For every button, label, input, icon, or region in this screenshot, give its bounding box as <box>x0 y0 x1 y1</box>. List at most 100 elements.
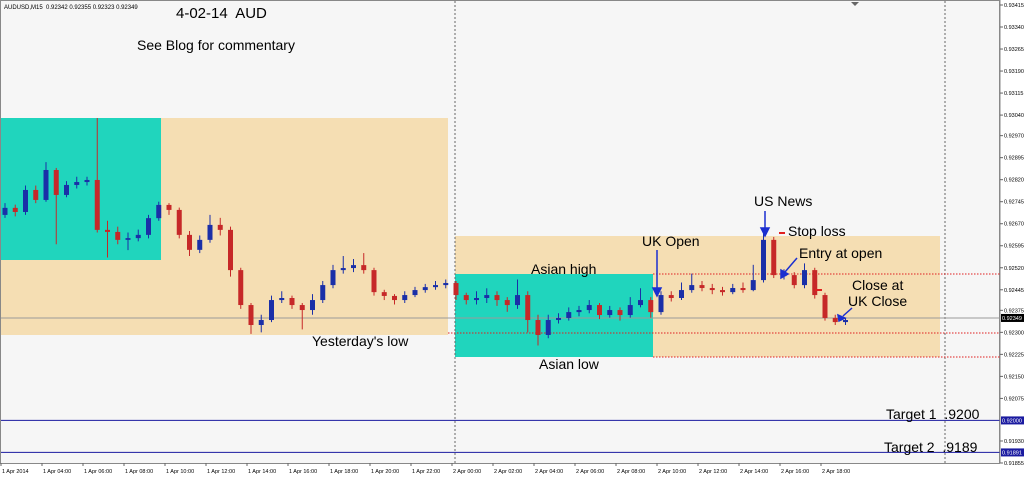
candle-body <box>94 179 100 230</box>
candle-body <box>412 290 418 296</box>
x-tick-label: 1 Apr 20:00 <box>371 469 399 475</box>
price-label: 0.92000 <box>1002 418 1022 424</box>
x-tick-label: 2 Apr 10:00 <box>658 469 686 475</box>
candle-body <box>812 270 818 296</box>
candle-body <box>443 283 449 286</box>
candle-body <box>392 295 397 301</box>
candle-body <box>197 239 203 250</box>
candle-body <box>648 300 654 313</box>
x-tick-label: 1 Apr 10:00 <box>166 469 194 475</box>
candle-body <box>822 295 828 318</box>
x-tick-label: 1 Apr 2014 <box>2 469 29 475</box>
y-tick-label: 0.92375 <box>1004 308 1024 314</box>
arrow-head <box>759 227 771 238</box>
candle-body <box>187 234 192 250</box>
candle-body <box>689 285 695 291</box>
candle-body <box>832 317 838 323</box>
annotation: Asian low <box>539 356 600 372</box>
candle-body <box>12 207 18 212</box>
candle-body <box>43 169 49 200</box>
annotation: Stop loss <box>788 223 846 239</box>
candle-body <box>105 229 110 232</box>
candle-body <box>33 189 39 200</box>
x-tick-label: 2 Apr 12:00 <box>699 469 727 475</box>
y-tick-label: 0.92595 <box>1004 244 1024 250</box>
candle-body <box>556 317 561 321</box>
y-tick-label: 0.92895 <box>1004 156 1024 162</box>
candle-body <box>607 310 613 316</box>
candle-body <box>402 295 408 301</box>
x-tick-label: 2 Apr 00:00 <box>453 469 481 475</box>
candle-body <box>545 320 551 335</box>
candle-body <box>289 297 295 306</box>
candle-body <box>84 179 90 183</box>
y-tick-label: 0.92745 <box>1004 200 1024 206</box>
candle-body <box>146 218 151 235</box>
candle-body <box>207 224 213 240</box>
arrow-head <box>651 287 663 298</box>
price-label-box <box>1001 313 1024 322</box>
price-label: 0.91891 <box>1002 450 1022 456</box>
y-tick-label: 0.93340 <box>1004 25 1024 31</box>
annotation: Close at <box>852 277 903 293</box>
chart-title: 4-02-14 AUD <box>176 5 267 22</box>
candle-body <box>474 297 479 301</box>
x-tick-label: 1 Apr 14:00 <box>248 469 276 475</box>
candle-body <box>791 275 797 286</box>
candle-body <box>484 295 490 298</box>
candle-body <box>64 184 69 195</box>
candle-body <box>494 295 500 301</box>
candle-body <box>730 288 736 293</box>
candle-body <box>679 290 684 298</box>
price-label-box <box>1001 448 1024 457</box>
annotation: Entry at open <box>799 245 882 261</box>
y-tick-label: 0.92445 <box>1004 288 1024 294</box>
y-tick-label: 0.92150 <box>1004 374 1024 380</box>
candle-body <box>433 285 438 288</box>
candle-body <box>535 320 541 335</box>
annotation: UK Open <box>642 233 700 249</box>
x-tick-label: 2 Apr 16:00 <box>781 469 809 475</box>
y-tick-label: 0.93265 <box>1004 47 1024 53</box>
arrow <box>842 307 853 317</box>
candle-body <box>135 234 141 239</box>
candle-body <box>320 285 326 301</box>
y-tick-label: 0.93040 <box>1004 113 1024 119</box>
arrow <box>784 257 798 273</box>
candle-body <box>115 231 121 240</box>
y-tick-label: 0.92300 <box>1004 330 1024 336</box>
x-tick-label: 1 Apr 22:00 <box>412 469 440 475</box>
candle-body <box>658 295 664 313</box>
candle-body <box>2 207 8 215</box>
candle-body <box>258 320 264 326</box>
annotation: UK Close <box>848 293 907 309</box>
y-tick-label: 0.92520 <box>1004 266 1024 272</box>
y-tick-label: 0.92670 <box>1004 222 1024 228</box>
arrow-head <box>837 313 847 323</box>
x-tick-label: 1 Apr 06:00 <box>84 469 112 475</box>
y-tick-label: 0.92820 <box>1004 178 1024 184</box>
chart-subtitle: See Blog for commentary <box>137 37 295 53</box>
asian-range <box>455 274 653 357</box>
candle-body <box>699 285 705 289</box>
x-tick-label: 2 Apr 04:00 <box>535 469 563 475</box>
x-tick-label: 1 Apr 18:00 <box>330 469 358 475</box>
candle-body <box>238 270 244 306</box>
x-tick-label: 2 Apr 08:00 <box>617 469 645 475</box>
candle-body <box>843 320 848 323</box>
y-tick-label: 0.92225 <box>1004 352 1024 358</box>
candle-body <box>279 297 285 301</box>
candle-body <box>586 305 592 311</box>
x-tick-label: 2 Apr 06:00 <box>576 469 604 475</box>
x-tick-label: 2 Apr 02:00 <box>494 469 522 475</box>
candle-body <box>361 265 367 271</box>
candle-body <box>771 239 777 276</box>
candle-body <box>576 310 582 313</box>
candle-body <box>248 305 254 326</box>
x-tick-label: 1 Apr 12:00 <box>207 469 235 475</box>
arrow-head <box>780 268 790 280</box>
annotation: Yesterday's low <box>312 333 409 349</box>
candle-body <box>720 290 725 293</box>
x-tick-label: 1 Apr 16:00 <box>289 469 317 475</box>
candle-body <box>217 224 223 230</box>
